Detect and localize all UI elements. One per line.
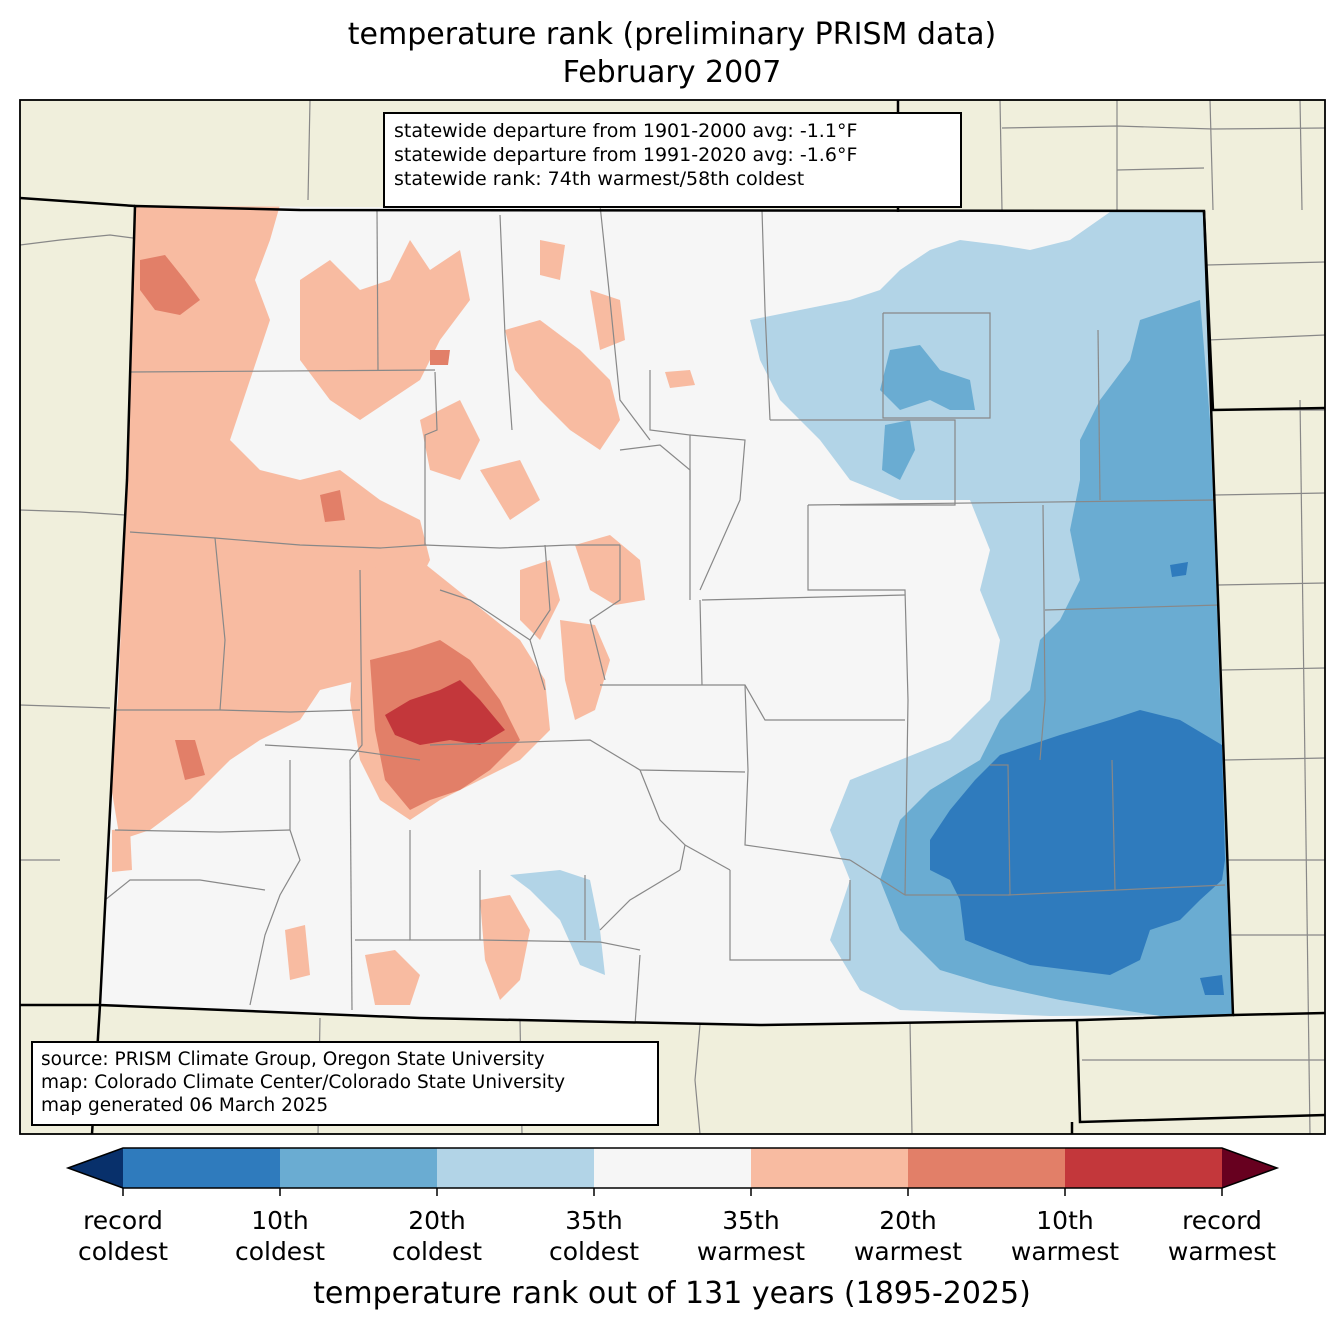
- colorbar-tick-label: record warmest: [1137, 1205, 1307, 1267]
- colorbar-tick-label: 10th warmest: [980, 1205, 1150, 1267]
- statewide-stats-box: statewide departure from 1901-2000 avg: …: [383, 112, 962, 208]
- colorado-state-border: [98, 204, 1235, 1027]
- cold-region-dark: [930, 562, 1225, 995]
- source-line-generated: map generated 06 March 2025: [41, 1095, 329, 1116]
- warm-region-dark: [385, 680, 505, 745]
- tick-label-line2: warmest: [1010, 1237, 1120, 1266]
- tick-label-line1: 20th: [408, 1206, 466, 1235]
- tick-label-line1: 35th: [565, 1206, 623, 1235]
- tick-label-line2: coldest: [391, 1237, 483, 1266]
- colorbar-bin-2: [437, 1148, 595, 1188]
- tick-label-line2: coldest: [234, 1237, 326, 1266]
- colorbar-tick-label: 10th coldest: [195, 1205, 365, 1267]
- colorbar-tick-label: 20th coldest: [352, 1205, 522, 1267]
- source-line-map: map: Colorado Climate Center/Colorado St…: [41, 1072, 566, 1093]
- colorado-county-lines: [104, 206, 1226, 1025]
- tick-label-line1: 20th: [879, 1206, 937, 1235]
- colorbar-bin-0: [123, 1148, 281, 1188]
- colorbar-bin-5: [908, 1148, 1066, 1188]
- map-subtitle: February 2007: [562, 55, 782, 90]
- colorbar-bin-6: [1065, 1148, 1223, 1188]
- tick-label-line1: 10th: [1036, 1206, 1094, 1235]
- colorbar-bin-4: [751, 1148, 909, 1188]
- tick-label-line1: 35th: [722, 1206, 780, 1235]
- colorbar-tick-label: 35th coldest: [509, 1205, 679, 1267]
- stats-line-1991-2020: statewide departure from 1991-2020 avg: …: [394, 144, 858, 166]
- tick-label-line2: coldest: [77, 1237, 169, 1266]
- stats-line-1901-2000: statewide departure from 1901-2000 avg: …: [394, 120, 858, 142]
- colorbar-bin-3: [594, 1148, 752, 1188]
- stats-line-rank: statewide rank: 74th warmest/58th coldes…: [394, 168, 805, 190]
- tick-label-line1: record: [83, 1206, 163, 1235]
- colorbar: [65, 1147, 1280, 1196]
- colorbar-tick-label: 35th warmest: [666, 1205, 836, 1267]
- colorbar-title: temperature rank out of 131 years (1895-…: [313, 1276, 1031, 1311]
- colorbar-tick-label: 20th warmest: [823, 1205, 993, 1267]
- tick-label-line1: record: [1182, 1206, 1262, 1235]
- colorbar-tick-label: record coldest: [38, 1205, 208, 1267]
- tick-label-line2: warmest: [853, 1237, 963, 1266]
- tick-label-line2: coldest: [548, 1237, 640, 1266]
- source-box: source: PRISM Climate Group, Oregon Stat…: [31, 1041, 659, 1126]
- tick-label-line1: 10th: [251, 1206, 309, 1235]
- tick-label-line2: warmest: [696, 1237, 806, 1266]
- colorbar-over-arrow: [1222, 1148, 1277, 1188]
- tick-label-line2: warmest: [1167, 1237, 1277, 1266]
- source-line-prism: source: PRISM Climate Group, Oregon Stat…: [41, 1049, 545, 1070]
- map-frame: [19, 99, 1326, 1135]
- colorbar-under-arrow: [68, 1148, 123, 1188]
- colorbar-bin-1: [280, 1148, 438, 1188]
- map-title: temperature rank (preliminary PRISM data…: [347, 17, 997, 52]
